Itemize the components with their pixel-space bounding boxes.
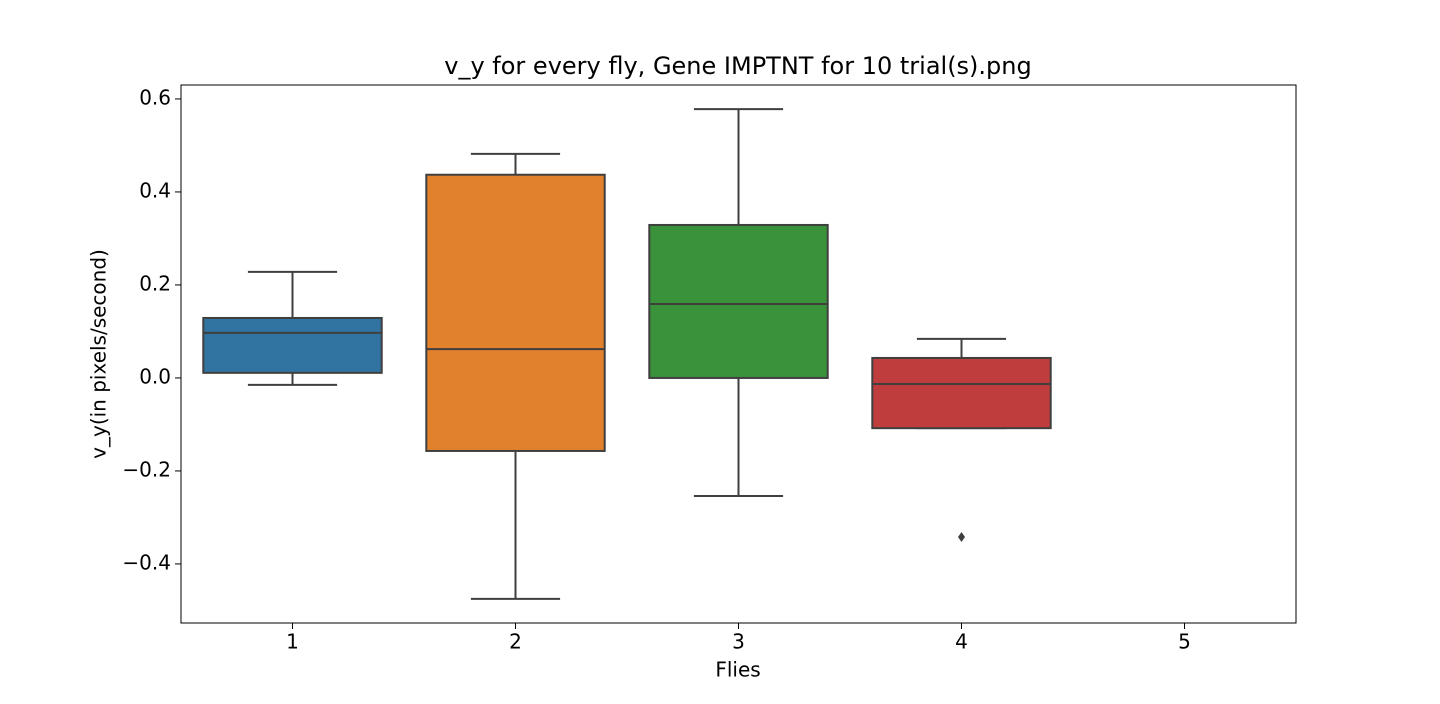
box bbox=[202, 316, 383, 374]
y-tick-label: 0.0 bbox=[139, 364, 171, 388]
y-tick-label: −0.4 bbox=[122, 550, 171, 574]
x-tick-label: 4 bbox=[955, 630, 968, 654]
x-axis-label: Flies bbox=[715, 658, 760, 682]
y-tick-label: 0.6 bbox=[139, 85, 171, 109]
y-axis-label: v_y(in pixels/second) bbox=[87, 249, 111, 459]
x-tick-label: 5 bbox=[1178, 630, 1191, 654]
box bbox=[648, 223, 829, 379]
x-tick-label: 3 bbox=[732, 630, 745, 654]
box bbox=[871, 356, 1052, 430]
box bbox=[425, 173, 606, 452]
y-tick-label: 0.2 bbox=[139, 271, 171, 295]
chart-title: v_y for every fly, Gene IMPTNT for 10 tr… bbox=[444, 52, 1031, 80]
x-tick-label: 1 bbox=[286, 630, 299, 654]
outlier bbox=[958, 531, 965, 542]
x-tick-label: 2 bbox=[509, 630, 522, 654]
y-tick-label: 0.4 bbox=[139, 178, 171, 202]
y-tick-label: −0.2 bbox=[122, 457, 171, 481]
